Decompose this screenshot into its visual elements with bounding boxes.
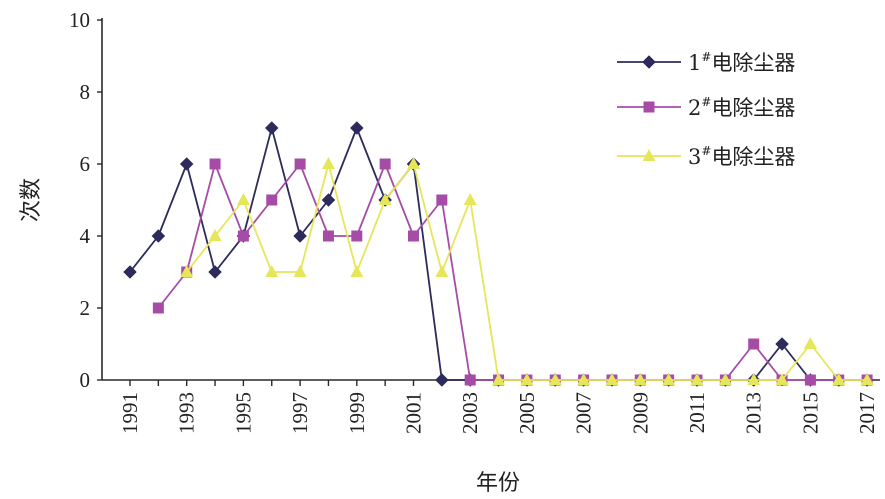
x-tick-label: 2011 — [685, 392, 709, 433]
x-tick-label: 2015 — [798, 392, 822, 434]
series-3-point-2000 — [378, 193, 392, 205]
series-3-point-1994 — [208, 229, 222, 241]
x-tick-label: 2017 — [855, 392, 879, 434]
legend-swatch-marker — [643, 101, 655, 113]
x-tick-label: 2005 — [515, 392, 539, 434]
y-tick-label: 0 — [80, 368, 91, 392]
series-1-point-1994 — [208, 265, 222, 279]
series-layer — [123, 121, 874, 387]
x-tick-label: 1997 — [288, 392, 312, 434]
legend: 1#电除尘器 2#电除尘器 3#电除尘器 — [617, 50, 795, 169]
x-tick-label: 2009 — [628, 392, 652, 434]
y-tick-label: 4 — [80, 224, 91, 248]
series-3-point-2014 — [775, 373, 789, 385]
y-tick-label: 8 — [80, 80, 91, 104]
series-3-point-2007 — [577, 373, 591, 385]
series-2-point-2015 — [804, 374, 816, 386]
x-tick-label: 1993 — [175, 392, 199, 434]
series-2-point-2001 — [408, 230, 419, 242]
series-2-point-2003 — [464, 374, 476, 386]
series-3-point-2009 — [633, 373, 647, 385]
y-ticks: 0 2 4 6 8 10 — [69, 8, 102, 392]
x-tick-label: 2001 — [402, 392, 426, 434]
series-1-point-1991 — [123, 265, 137, 279]
x-tick-label: 2003 — [458, 392, 482, 434]
series-3-point-2011 — [690, 373, 704, 385]
series-3-point-2006 — [548, 373, 562, 385]
series-3-point-1996 — [265, 265, 279, 277]
series-2-point-2002 — [436, 194, 448, 206]
series-3-point-2013 — [747, 373, 761, 385]
series-1-point-1992 — [151, 229, 166, 243]
legend-item-1: 1#电除尘器 — [617, 50, 795, 75]
series-3-point-2001 — [407, 157, 420, 169]
series-2-point-1995 — [237, 230, 249, 242]
series-3 — [180, 157, 874, 385]
series-2-point-1998 — [322, 230, 334, 242]
series-3-point-1995 — [236, 193, 250, 205]
legend-label: 2#电除尘器 — [688, 95, 795, 120]
series-3-point-1997 — [293, 265, 307, 277]
legend-swatch-marker — [642, 55, 656, 69]
series-3-point-1999 — [350, 265, 364, 277]
y-tick-label: 6 — [80, 152, 91, 176]
series-1-point-2014 — [775, 337, 789, 351]
series-3-point-1998 — [321, 157, 335, 169]
series-3-point-2004 — [492, 373, 506, 385]
series-2 — [152, 158, 873, 386]
series-1-point-1996 — [264, 121, 279, 135]
x-tick-label: 1995 — [231, 392, 255, 434]
y-tick-label: 10 — [69, 8, 90, 32]
legend-label: 3#电除尘器 — [688, 144, 795, 169]
series-2-point-1992 — [152, 302, 164, 314]
series-2-point-2000 — [379, 158, 391, 170]
series-1-point-1998 — [321, 193, 336, 207]
legend-label: 1#电除尘器 — [688, 50, 795, 75]
legend-item-3: 3#电除尘器 — [617, 144, 795, 169]
series-3-point-2017 — [860, 373, 874, 385]
series-3-point-2016 — [832, 373, 846, 385]
y-axis-title: 次数 — [19, 178, 44, 222]
series-3-point-2003 — [463, 193, 477, 205]
series-2-point-1997 — [294, 158, 306, 170]
x-tick-label: 2013 — [742, 392, 766, 434]
series-1-point-2002 — [434, 373, 449, 387]
series-3-point-2005 — [520, 373, 534, 385]
series-3-point-1993 — [180, 265, 194, 277]
series-1-point-1999 — [349, 121, 364, 135]
series-3-point-2002 — [435, 265, 449, 277]
series-3-line — [185, 163, 868, 381]
series-1-point-1997 — [293, 229, 307, 243]
legend-swatch-marker — [642, 149, 656, 161]
series-2-point-2013 — [748, 338, 760, 350]
legend-item-2: 2#电除尘器 — [617, 95, 795, 120]
series-2-point-1996 — [266, 194, 278, 206]
series-2-line — [157, 163, 868, 381]
x-tick-label: 2007 — [572, 392, 596, 434]
series-3-point-2015 — [803, 337, 817, 349]
series-3-point-2010 — [662, 373, 676, 385]
x-tick-label: 1999 — [345, 392, 369, 434]
series-2-point-1999 — [351, 230, 363, 242]
x-axis-title: 年份 — [476, 471, 520, 496]
x-tick-label: 1991 — [118, 392, 142, 434]
series-3-point-2012 — [718, 373, 732, 385]
series-3-point-2008 — [605, 373, 619, 385]
x-ticks: 1991 1993 1995 1997 1999 2001 2003 2005 2007 2009… — [118, 380, 879, 434]
series-1-point-1993 — [179, 157, 194, 171]
series-2-point-1994 — [209, 158, 221, 170]
y-tick-label: 2 — [80, 296, 91, 320]
